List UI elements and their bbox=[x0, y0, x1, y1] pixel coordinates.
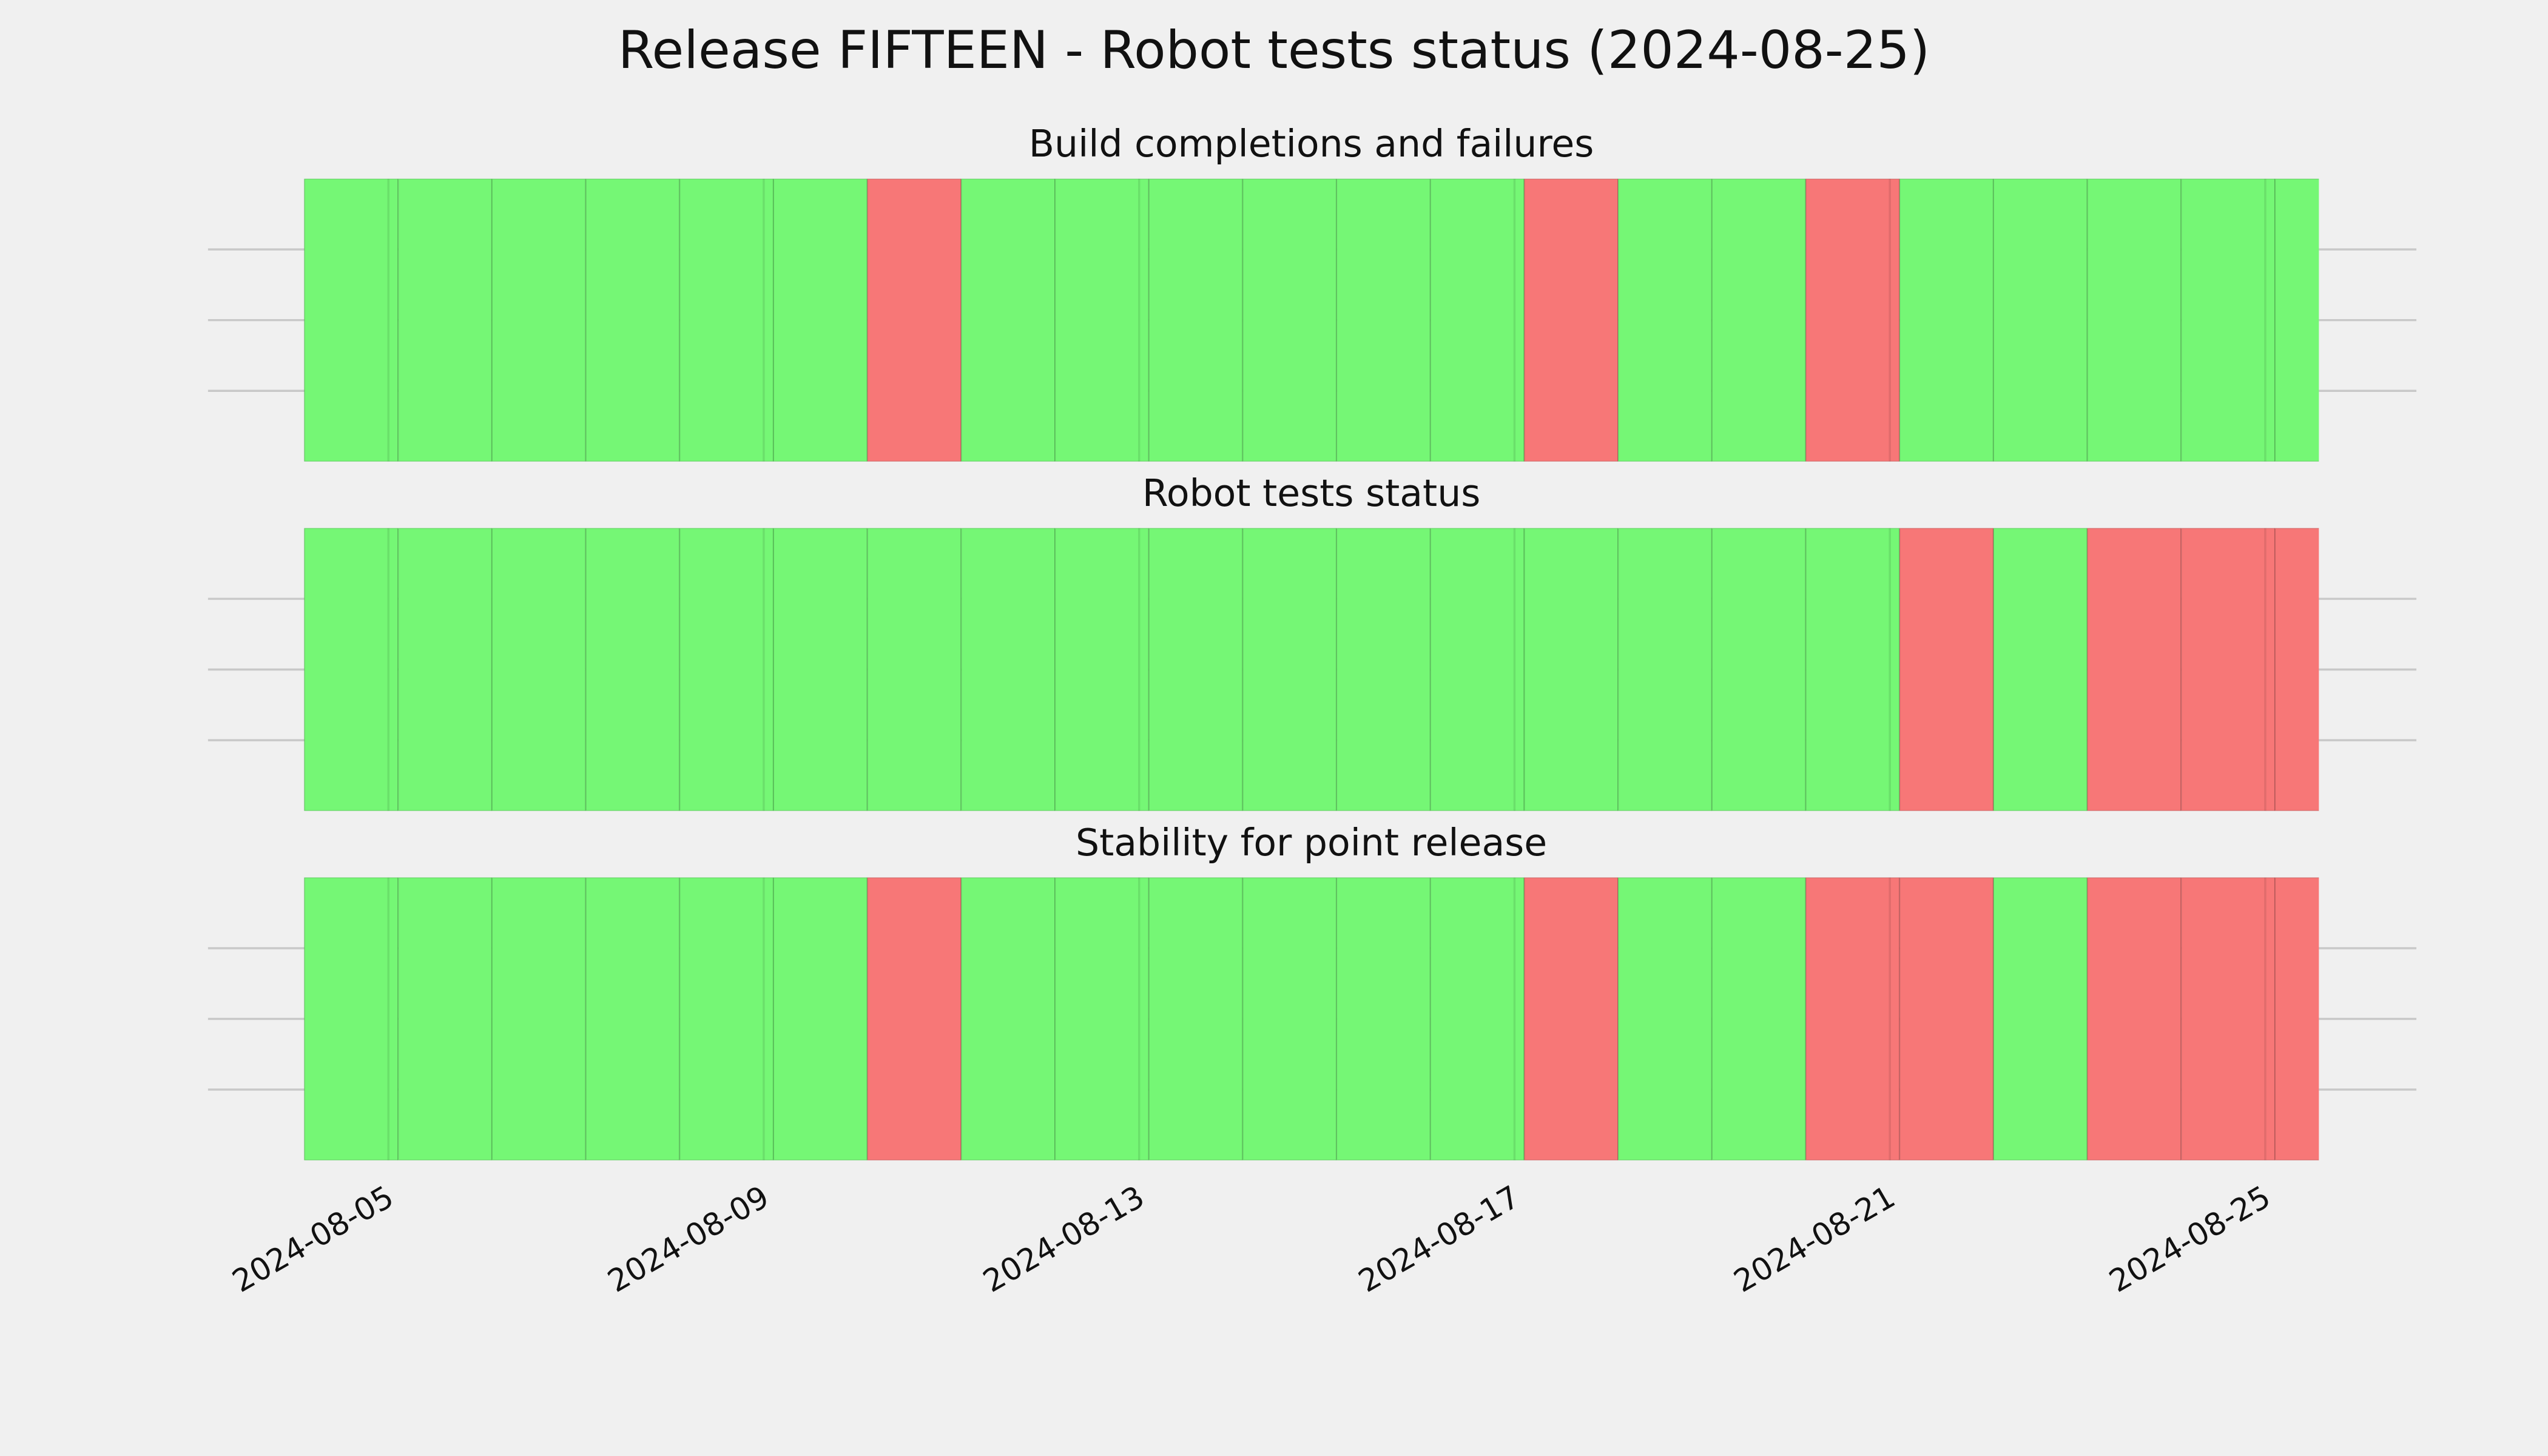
pass-span bbox=[1429, 877, 1525, 1161]
pass-span bbox=[1617, 528, 1713, 811]
panel-title: Build completions and failures bbox=[1029, 122, 1594, 166]
fail-span bbox=[1805, 877, 1901, 1161]
plot-area bbox=[303, 178, 2319, 462]
pass-span bbox=[1523, 528, 1619, 811]
pass-span bbox=[1148, 877, 1244, 1161]
pass-span bbox=[1805, 528, 1901, 811]
pass-span bbox=[1899, 178, 1995, 462]
pass-span bbox=[1336, 877, 1431, 1161]
pass-span bbox=[1992, 178, 2088, 462]
pass-span bbox=[1148, 178, 1244, 462]
pass-span bbox=[1711, 178, 1807, 462]
pass-span bbox=[679, 528, 775, 811]
fail-span bbox=[2180, 528, 2276, 811]
pass-span bbox=[2180, 178, 2276, 462]
panel-title: Stability for point release bbox=[1076, 821, 1547, 864]
pass-span bbox=[491, 178, 587, 462]
pass-span bbox=[303, 178, 399, 462]
pass-span bbox=[772, 528, 868, 811]
pass-span bbox=[491, 528, 587, 811]
pass-span bbox=[397, 528, 493, 811]
pass-span bbox=[2086, 178, 2182, 462]
pass-span bbox=[303, 528, 399, 811]
pass-span bbox=[585, 877, 681, 1161]
fail-span bbox=[2086, 528, 2182, 811]
pass-span bbox=[1711, 877, 1807, 1161]
pass-span bbox=[303, 877, 399, 1161]
pass-span bbox=[1429, 528, 1525, 811]
pass-span bbox=[1992, 877, 2088, 1161]
pass-span bbox=[866, 528, 962, 811]
pass-span bbox=[1242, 528, 1338, 811]
fail-span bbox=[2086, 877, 2182, 1161]
pass-span bbox=[679, 178, 775, 462]
pass-span bbox=[2274, 178, 2319, 462]
fail-span bbox=[2180, 877, 2276, 1161]
pass-span bbox=[1617, 877, 1713, 1161]
pass-span bbox=[1711, 528, 1807, 811]
pass-span bbox=[585, 528, 681, 811]
fail-span bbox=[1805, 178, 1901, 462]
pass-span bbox=[491, 877, 587, 1161]
pass-span bbox=[1617, 178, 1713, 462]
plot-area bbox=[303, 528, 2319, 811]
pass-span bbox=[772, 178, 868, 462]
pass-span bbox=[1992, 528, 2088, 811]
pass-span bbox=[679, 877, 775, 1161]
pass-span bbox=[397, 877, 493, 1161]
pass-span bbox=[772, 877, 868, 1161]
pass-span bbox=[960, 877, 1056, 1161]
fail-span bbox=[1899, 528, 1995, 811]
chart-title: Release FIFTEEN - Robot tests status (20… bbox=[618, 20, 1930, 81]
fail-span bbox=[1523, 877, 1619, 1161]
pass-span bbox=[1242, 877, 1338, 1161]
fail-span bbox=[1523, 178, 1619, 462]
pass-span bbox=[960, 178, 1056, 462]
pass-span bbox=[1336, 528, 1431, 811]
fail-span bbox=[866, 877, 962, 1161]
fail-span bbox=[866, 178, 962, 462]
pass-span bbox=[585, 178, 681, 462]
fail-span bbox=[2274, 877, 2319, 1161]
pass-span bbox=[397, 178, 493, 462]
pass-span bbox=[1242, 178, 1338, 462]
plot-area bbox=[303, 877, 2319, 1161]
pass-span bbox=[1429, 178, 1525, 462]
pass-span bbox=[1336, 178, 1431, 462]
fail-span bbox=[2274, 528, 2319, 811]
pass-span bbox=[1148, 528, 1244, 811]
fail-span bbox=[1899, 877, 1995, 1161]
pass-span bbox=[1054, 877, 1150, 1161]
panel-title: Robot tests status bbox=[1142, 471, 1480, 515]
pass-span bbox=[1054, 528, 1150, 811]
pass-span bbox=[960, 528, 1056, 811]
pass-span bbox=[1054, 178, 1150, 462]
